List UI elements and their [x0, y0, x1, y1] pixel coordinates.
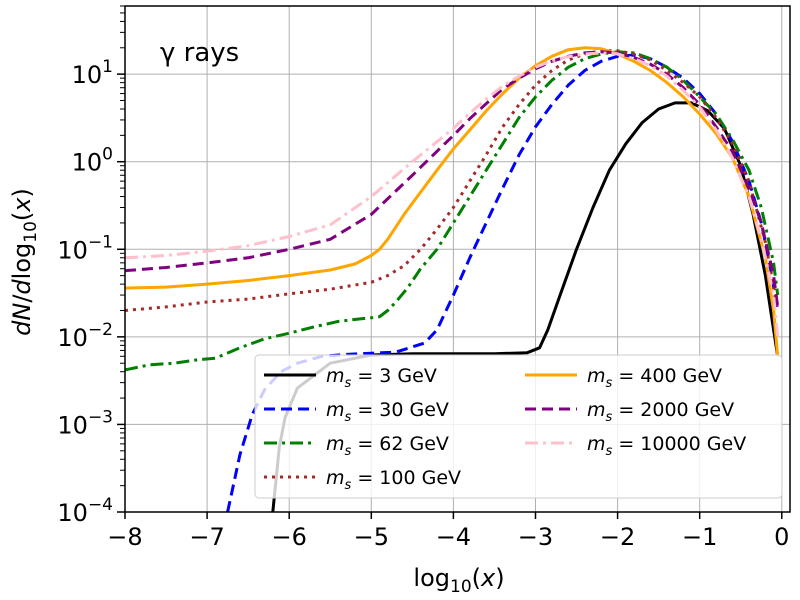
- series-line-ms-100: [124, 49, 780, 312]
- x-tick-label: −7: [189, 523, 224, 551]
- x-tick-label: −6: [272, 523, 307, 551]
- x-tick-label: −2: [600, 523, 635, 551]
- series-line-ms-400: [124, 46, 780, 357]
- series-line-ms-10000: [124, 51, 780, 338]
- x-tick-label: −1: [682, 523, 717, 551]
- legend-label-ms-30: ms = 30 GeV: [326, 399, 449, 425]
- x-tick-label: 0: [774, 523, 789, 551]
- grid: [124, 6, 790, 513]
- legend-label-ms-3: ms = 3 GeV: [326, 365, 437, 391]
- legend-label-ms-400: ms = 400 GeV: [587, 365, 722, 391]
- legend-label-ms-62: ms = 62 GeV: [326, 433, 449, 459]
- x-tick-label: −5: [354, 523, 389, 551]
- legend-label-ms-100: ms = 100 GeV: [326, 467, 461, 493]
- legend-label-ms-2000: ms = 2000 GeV: [587, 399, 734, 425]
- plot-frame: [124, 5, 791, 513]
- x-tick-label: −3: [518, 523, 553, 551]
- y-axis-label: dN/dlog10(x): [8, 188, 41, 336]
- x-tick-label: −4: [436, 523, 471, 551]
- x-axis-label: log10(x): [413, 564, 504, 597]
- legend-box: [254, 354, 783, 499]
- plot-series: [124, 46, 780, 513]
- series-line-ms-30: [226, 53, 780, 513]
- axis-ticks: [117, 5, 783, 519]
- x-tick-label: −8: [107, 523, 142, 551]
- legend-label-ms-10000: ms = 10000 GeV: [587, 433, 746, 459]
- annotation-gamma-rays: γ rays: [160, 38, 239, 68]
- legend: ms = 3 GeV ms = 30 GeV ms = 62 GeV ms = 100…: [254, 354, 783, 499]
- series-line-ms-62: [124, 50, 780, 372]
